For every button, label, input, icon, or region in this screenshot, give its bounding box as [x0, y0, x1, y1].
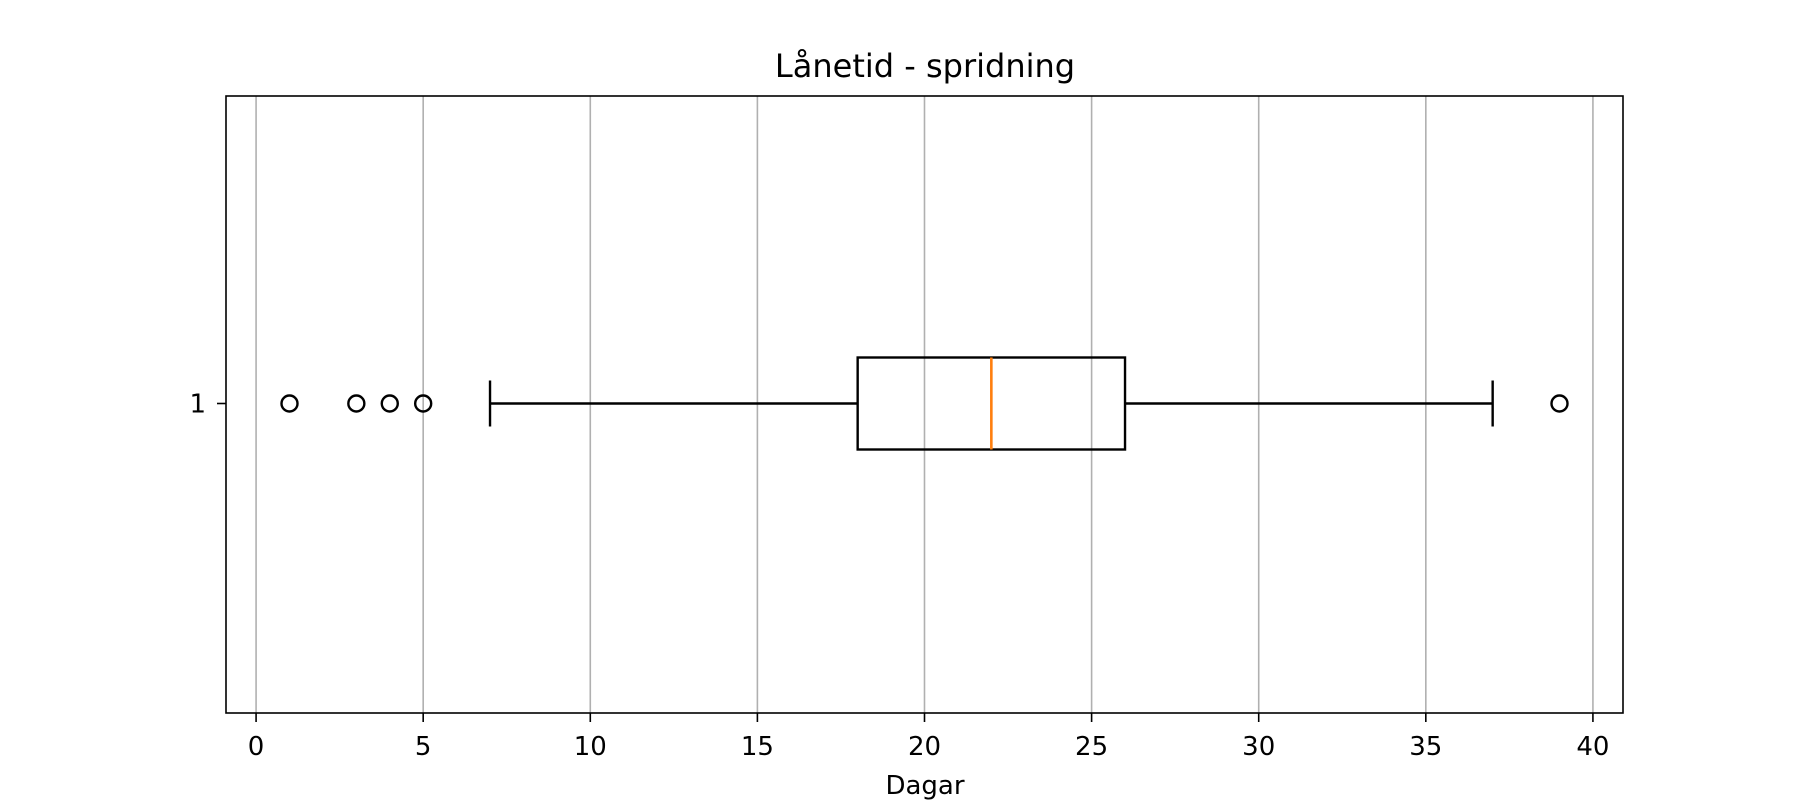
boxplot-series: [280, 356, 1569, 451]
outlier-point: [1550, 394, 1569, 413]
grid-lines: [255, 96, 1594, 713]
x-tick-label: 40: [1576, 732, 1609, 762]
x-tick-label: 0: [248, 732, 265, 762]
x-tick-label: 30: [1242, 732, 1275, 762]
x-tick-label: 15: [741, 732, 774, 762]
x-axis-ticks: 0 5 10 15 20 25 30 35 40: [248, 713, 1609, 762]
x-tick-label: 20: [908, 732, 941, 762]
chart-title: Lånetid - spridning: [775, 47, 1075, 85]
outlier-point: [380, 394, 399, 413]
plot-area: [280, 356, 1569, 451]
x-axis-label: Dagar: [885, 771, 964, 800]
x-tick-label: 5: [415, 732, 432, 762]
x-tick-label: 35: [1409, 732, 1442, 762]
outlier-point: [347, 394, 366, 413]
outlier-point: [413, 394, 433, 413]
y-axis-ticks: 1: [189, 390, 226, 420]
x-tick-label: 10: [574, 732, 607, 762]
outlier-point: [280, 394, 299, 413]
y-tick-label: 1: [189, 390, 206, 420]
x-tick-label: 25: [1075, 732, 1108, 762]
